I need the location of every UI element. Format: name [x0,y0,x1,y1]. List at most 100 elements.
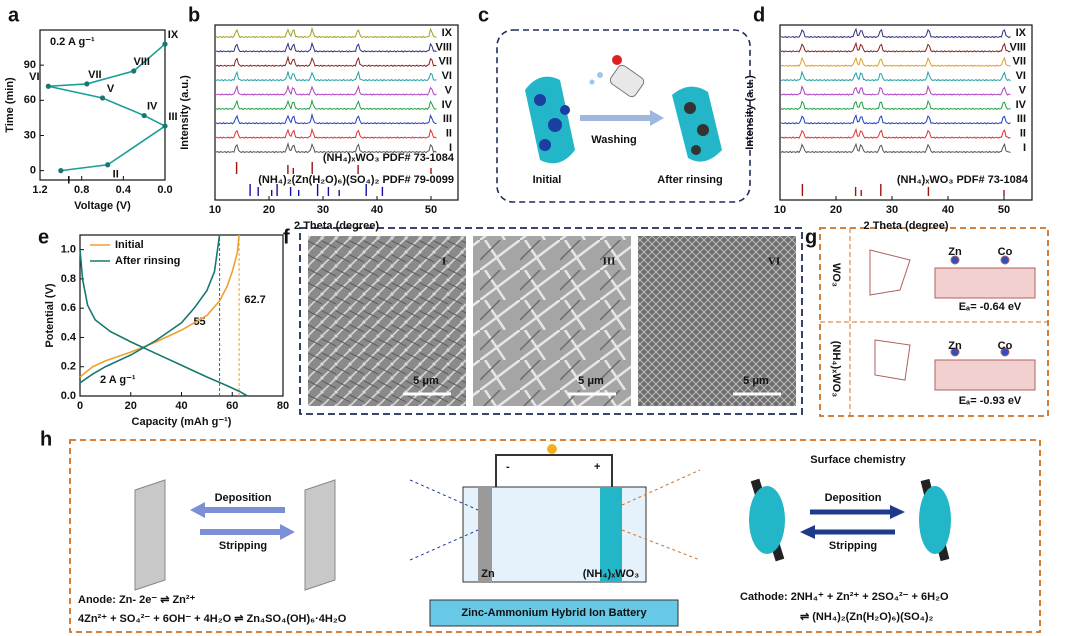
trace-label: II [1020,128,1026,140]
x-tick-label: 50 [425,204,437,216]
gcd-curve [79,234,248,397]
atom-label: Zn [948,246,962,258]
sem-label: I [442,256,446,268]
point-label: IV [147,100,158,112]
gcd-curve [79,234,240,378]
trace-label: IV [442,99,453,111]
x-tick-label: 0.0 [157,184,172,196]
stripping: Stripping [829,540,877,552]
xrd-trace [215,127,437,139]
x-tick-label: 0.8 [74,184,89,196]
cathode-equation: ⇌ (NH₄)₂(Zn(H₂O)₆)(SO₄)₂ [800,611,934,623]
panel-letter: g [805,226,817,248]
material-label: WO₃ [830,263,842,287]
x-tick-label: 10 [209,204,221,216]
sem-image [638,236,796,406]
point [45,83,51,89]
xrd-trace [780,127,1011,139]
h-title: Surface chemistry [810,454,906,466]
bottle [589,55,645,98]
point [141,112,147,119]
anode-equation: Anode: Zn- 2e⁻ ⇌ Zn²⁺ [78,594,196,606]
panel-letter: d [753,4,765,26]
plot-frame [214,24,459,201]
ref-label: (NH₄)ₓWO₃ PDF# 73-1084 [897,174,1029,186]
crystal-structures [869,249,1036,391]
initial-label: Initial [533,174,562,186]
point-label: III [168,111,177,123]
x-axis-label: 2 Theta (degree) [294,220,379,232]
trace-label: VIII [435,41,452,53]
trace-label: IX [1016,27,1027,39]
scale-label: 5 μm [743,375,769,387]
ref-label: (NH₄)ₓWO₃ PDF# 73-1084 [323,152,455,164]
panel-letter: a [8,4,20,26]
xrd-trace [215,41,437,53]
y-axis-label: Intensity (a.u.) [179,75,191,150]
xrd-trace [215,112,437,125]
scale-label: 5 μm [413,375,439,387]
x-tick-label: 80 [277,400,289,412]
point [131,68,137,74]
panel-letter: e [38,226,49,248]
h-cathode-diagram [749,478,951,562]
sem-image [473,236,631,406]
annotation: 2 A g⁻¹ [100,374,136,386]
point [99,95,106,101]
xrd-trace [215,141,437,154]
xrd-trace [215,84,437,96]
point [162,123,168,129]
panel-letter: c [478,4,489,26]
trace-label: VII [439,56,452,68]
x-tick-label: 30 [886,204,898,216]
trace-label: VI [1016,70,1026,82]
point-label: VII [88,69,101,81]
y-tick-label: 60 [24,94,36,106]
ref-label: (NH₄)₂(Zn(H₂O)₆)(SO₄)₂ PDF# 79-0099 [258,174,454,186]
trace-label: V [445,84,453,96]
rinsed-rod [672,86,722,162]
h-battery [409,444,701,627]
wash-arrow-head [650,110,664,126]
plot-frame [39,29,166,181]
point [105,162,111,168]
trace-label: I [449,142,452,154]
sem-image [308,236,466,406]
x-tick-label: 60 [226,400,238,412]
minus: - [506,461,510,473]
x-tick-label: 1.2 [32,184,47,196]
x-axis-label: Capacity (mAh g⁻¹) [132,416,232,428]
y-tick-label: 90 [24,59,36,71]
panel-letter: f [283,226,290,248]
trace-label: IX [442,27,453,39]
point-label: VIII [133,56,150,68]
action-label: Washing [591,134,636,146]
x-tick-label: 30 [317,204,329,216]
point-label: V [107,83,115,95]
y-tick-label: 0 [30,165,36,177]
x-tick-label: 40 [942,204,954,216]
x-axis-label: 2 Theta (degree) [864,220,949,232]
trace-label: VIII [1009,41,1026,53]
legend-label: After rinsing [115,255,180,267]
h-anode-diagram [134,479,336,591]
annotation: 0.2 A g⁻¹ [50,36,95,48]
plot-frame [779,24,1033,201]
y-tick-label: 0.4 [61,331,77,343]
xrd-trace [215,98,437,111]
xrd-trace [780,70,1011,82]
xrd-trace [780,114,1011,125]
y-axis-label: Intensity (a.u.) [744,75,756,150]
point [162,41,168,47]
y-tick-label: 0.6 [61,302,76,314]
trace-label: IV [1016,99,1027,111]
trace-label: VII [1013,56,1026,68]
point-label: VI [29,71,39,83]
xrd-trace [215,26,437,39]
y-tick-label: 1.0 [61,244,76,256]
rinsed-label: After rinsing [657,174,722,186]
material-label: (NH₄)ₓWO₃ [830,341,842,398]
deposition: Deposition [825,492,882,504]
cathode-equation: Cathode: 2NH₄⁺ + Zn²⁺ + 2SO₄²⁻ + 6H₂O [740,591,949,603]
